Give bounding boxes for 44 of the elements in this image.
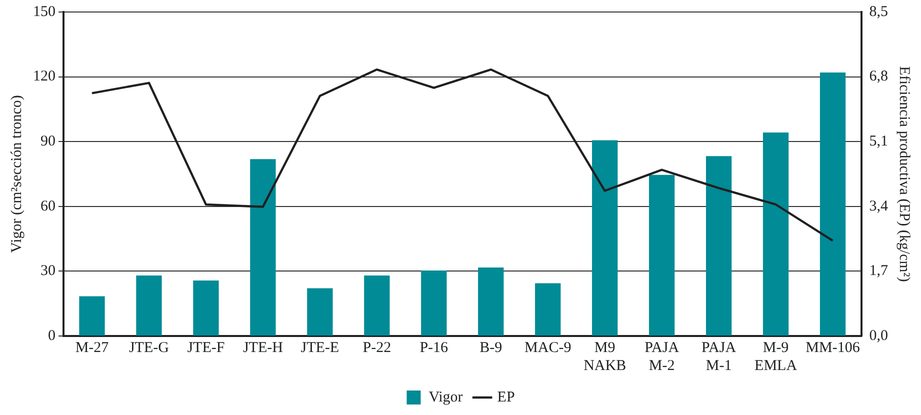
bar (421, 270, 447, 336)
x-tick-label: JTE-G (128, 340, 170, 356)
x-tick-label: JTE-H (242, 340, 284, 356)
y-tick-label: 60 (40, 198, 56, 214)
bar (478, 268, 504, 336)
x-tick-label: P-22 (362, 340, 392, 356)
x-tick-label: JTE-E (300, 340, 340, 356)
y-tick-label: 120 (33, 68, 56, 85)
legend-label: EP (497, 389, 515, 406)
bar (706, 156, 732, 336)
y2-tick-label: 5,1 (869, 134, 888, 150)
y2-axis-title: Eficiencia productiva (EP) (kg/cm²) (896, 66, 912, 282)
y-tick-label: 0 (48, 328, 56, 344)
y-axis-title: Vigor (cm²sección tronco) (8, 95, 25, 253)
bar (307, 288, 333, 336)
y2-tick-label: 1,7 (869, 263, 888, 280)
bar (364, 276, 390, 336)
bar (79, 296, 105, 336)
x-tick-label: M-9 EMLA (754, 340, 798, 374)
y2-tick-label: 3,4 (869, 198, 888, 214)
x-tick-label: MAC-9 (524, 340, 572, 356)
bar (136, 276, 162, 336)
bar (648, 174, 675, 336)
y2-tick-label: 0,0 (869, 328, 888, 344)
x-tick-label: M-27 (75, 340, 110, 356)
y-tick-label: 90 (40, 134, 56, 150)
x-tick-label: B-9 (480, 340, 502, 356)
bar (762, 132, 789, 336)
x-tick-label: JTE-F (187, 340, 225, 356)
x-tick-label: PAJA M-2 (644, 340, 680, 374)
x-tick-label: PAJA M-1 (702, 340, 736, 374)
y2-tick-label: 8,5 (869, 4, 888, 20)
x-tick-label: M9 NAKB (584, 340, 626, 374)
y-tick-label: 150 (33, 4, 56, 20)
y-tick-label: 30 (40, 263, 56, 280)
x-tick-label: P-16 (420, 340, 449, 356)
bar (193, 280, 219, 336)
legend-label: Vigor (428, 389, 463, 406)
y2-tick-label: 6,8 (869, 68, 888, 85)
bar (250, 159, 276, 336)
bar (535, 283, 561, 336)
bar (592, 140, 618, 336)
x-tick-label: MM-106 (806, 340, 860, 356)
bar (820, 72, 846, 336)
